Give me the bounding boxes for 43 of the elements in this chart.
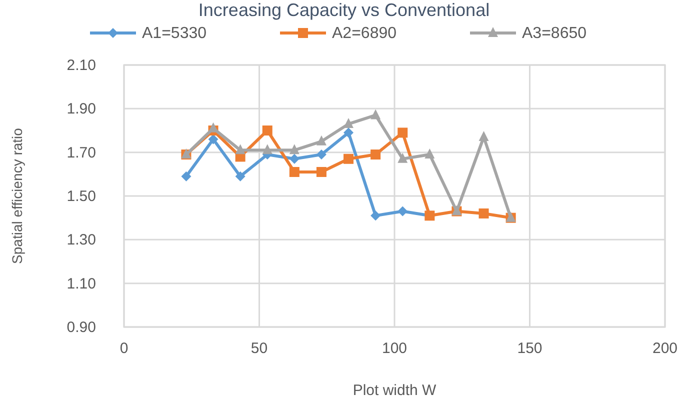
x-tick-label: 150	[517, 340, 542, 357]
point	[370, 150, 381, 160]
point	[370, 109, 381, 120]
point	[208, 122, 218, 132]
point	[478, 131, 489, 142]
y-tick-label: 1.10	[66, 275, 96, 292]
x-tick-label: 100	[382, 340, 408, 357]
y-tick-label: 1.50	[66, 188, 96, 205]
point	[235, 171, 246, 182]
point	[478, 208, 489, 218]
point	[316, 135, 326, 146]
point	[398, 152, 408, 163]
point	[289, 144, 300, 154]
y-tick-label: 2.10	[66, 57, 96, 74]
y-tick-label: 1.30	[66, 232, 96, 249]
y-tick-label: 1.90	[66, 100, 96, 118]
x-tick-label: 200	[652, 340, 678, 357]
chart-title: Increasing Capacity vs Conventional	[198, 0, 490, 20]
point	[289, 154, 300, 164]
point	[208, 134, 218, 144]
point	[262, 144, 272, 154]
point	[424, 148, 435, 159]
x-tick-label: 50	[250, 340, 268, 357]
point	[181, 171, 192, 182]
point	[316, 150, 326, 160]
point	[289, 166, 300, 177]
x-tick-label: 0	[120, 340, 128, 357]
point	[344, 118, 354, 128]
legend-label: A2=6890	[332, 25, 397, 42]
y-axis-title: Spatial efficiency ratio	[9, 128, 25, 264]
y-tick-label: 0.90	[66, 319, 96, 336]
point	[398, 206, 408, 216]
point	[262, 126, 272, 136]
point	[370, 210, 381, 221]
legend-label: A3=8650	[522, 25, 587, 42]
legend-label: A1=5330	[142, 25, 207, 42]
point	[316, 166, 326, 177]
point	[344, 128, 354, 138]
point	[235, 144, 246, 154]
y-tick-label: 1.70	[66, 144, 96, 162]
point	[344, 154, 354, 164]
point	[398, 128, 408, 138]
x-axis-title: Plot width W	[352, 382, 438, 399]
